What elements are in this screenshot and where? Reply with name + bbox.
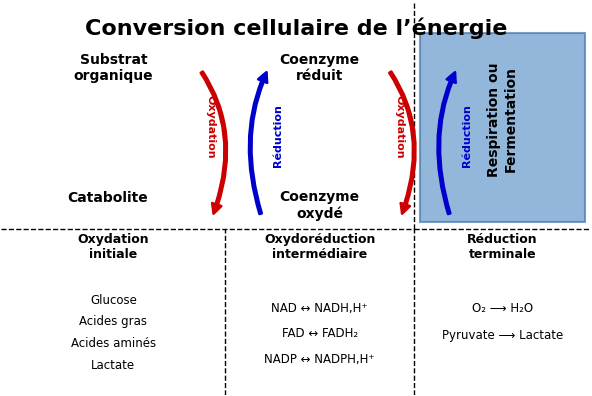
Text: Glucose: Glucose [90, 294, 137, 307]
Text: Oxydation: Oxydation [394, 95, 404, 159]
Text: Coenzyme
oxydé: Coenzyme oxydé [279, 190, 359, 221]
Text: Réduction
terminale: Réduction terminale [467, 233, 538, 261]
Text: O₂ ⟶ H₂O: O₂ ⟶ H₂O [472, 302, 533, 314]
Text: Pyruvate ⟶ Lactate: Pyruvate ⟶ Lactate [442, 329, 563, 342]
Text: NAD ↔ NADH,H⁺: NAD ↔ NADH,H⁺ [271, 302, 368, 314]
FancyArrowPatch shape [389, 72, 416, 214]
Text: Acides aminés: Acides aminés [71, 337, 156, 350]
Text: Lactate: Lactate [91, 359, 136, 371]
Text: Oxydoréduction
intermédiaire: Oxydoréduction intermédiaire [264, 233, 375, 261]
Text: Substrat
organique: Substrat organique [73, 53, 153, 83]
FancyArrowPatch shape [249, 72, 267, 214]
Text: Catabolite: Catabolite [67, 191, 148, 205]
Text: Acides gras: Acides gras [79, 315, 147, 328]
Text: Oxydation
initiale: Oxydation initiale [78, 233, 149, 261]
FancyArrowPatch shape [201, 72, 227, 214]
Text: FAD ↔ FADH₂: FAD ↔ FADH₂ [282, 327, 358, 340]
Text: Coenzyme
réduit: Coenzyme réduit [279, 53, 359, 83]
Text: Réduction: Réduction [274, 104, 284, 167]
Text: Réduction: Réduction [462, 104, 472, 167]
Text: Conversion cellulaire de l’énergie: Conversion cellulaire de l’énergie [85, 17, 507, 39]
Bar [420, 33, 585, 222]
Text: Respiration ou
Fermentation: Respiration ou Fermentation [487, 62, 517, 177]
Text: Oxydation: Oxydation [205, 95, 215, 159]
Text: NADP ↔ NADPH,H⁺: NADP ↔ NADPH,H⁺ [264, 353, 375, 366]
FancyArrowPatch shape [437, 72, 456, 214]
